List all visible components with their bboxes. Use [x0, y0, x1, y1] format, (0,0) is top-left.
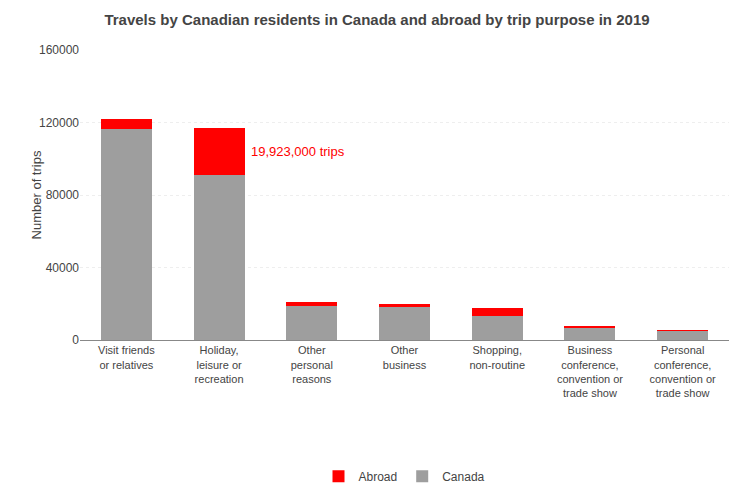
svg-text:Otherpersonalreasons: Otherpersonalreasons [291, 344, 333, 385]
svg-text:40000: 40000 [46, 261, 80, 275]
svg-text:Shopping,non-routine: Shopping,non-routine [469, 344, 525, 370]
svg-text:120000: 120000 [39, 116, 79, 130]
svg-text:Personalconference,convention: Personalconference,convention ortrade sh… [650, 344, 716, 399]
svg-text:0: 0 [72, 333, 79, 347]
svg-text:Travels by Canadian residents: Travels by Canadian residents in Canada … [104, 11, 649, 28]
svg-text:Businessconference,convention: Businessconference,convention ortrade sh… [557, 344, 623, 399]
svg-text:Number of trips: Number of trips [29, 150, 44, 239]
svg-text:19,923,000 trips: 19,923,000 trips [251, 144, 345, 159]
svg-text:Canada: Canada [442, 470, 484, 484]
svg-text:160000: 160000 [39, 43, 79, 57]
svg-text:Otherbusiness: Otherbusiness [383, 344, 427, 370]
svg-text:80000: 80000 [46, 188, 80, 202]
svg-text:Visit friendsor relatives: Visit friendsor relatives [98, 344, 155, 370]
svg-text:Holiday,leisure orrecreation: Holiday,leisure orrecreation [195, 344, 244, 385]
svg-text:Abroad: Abroad [359, 470, 398, 484]
